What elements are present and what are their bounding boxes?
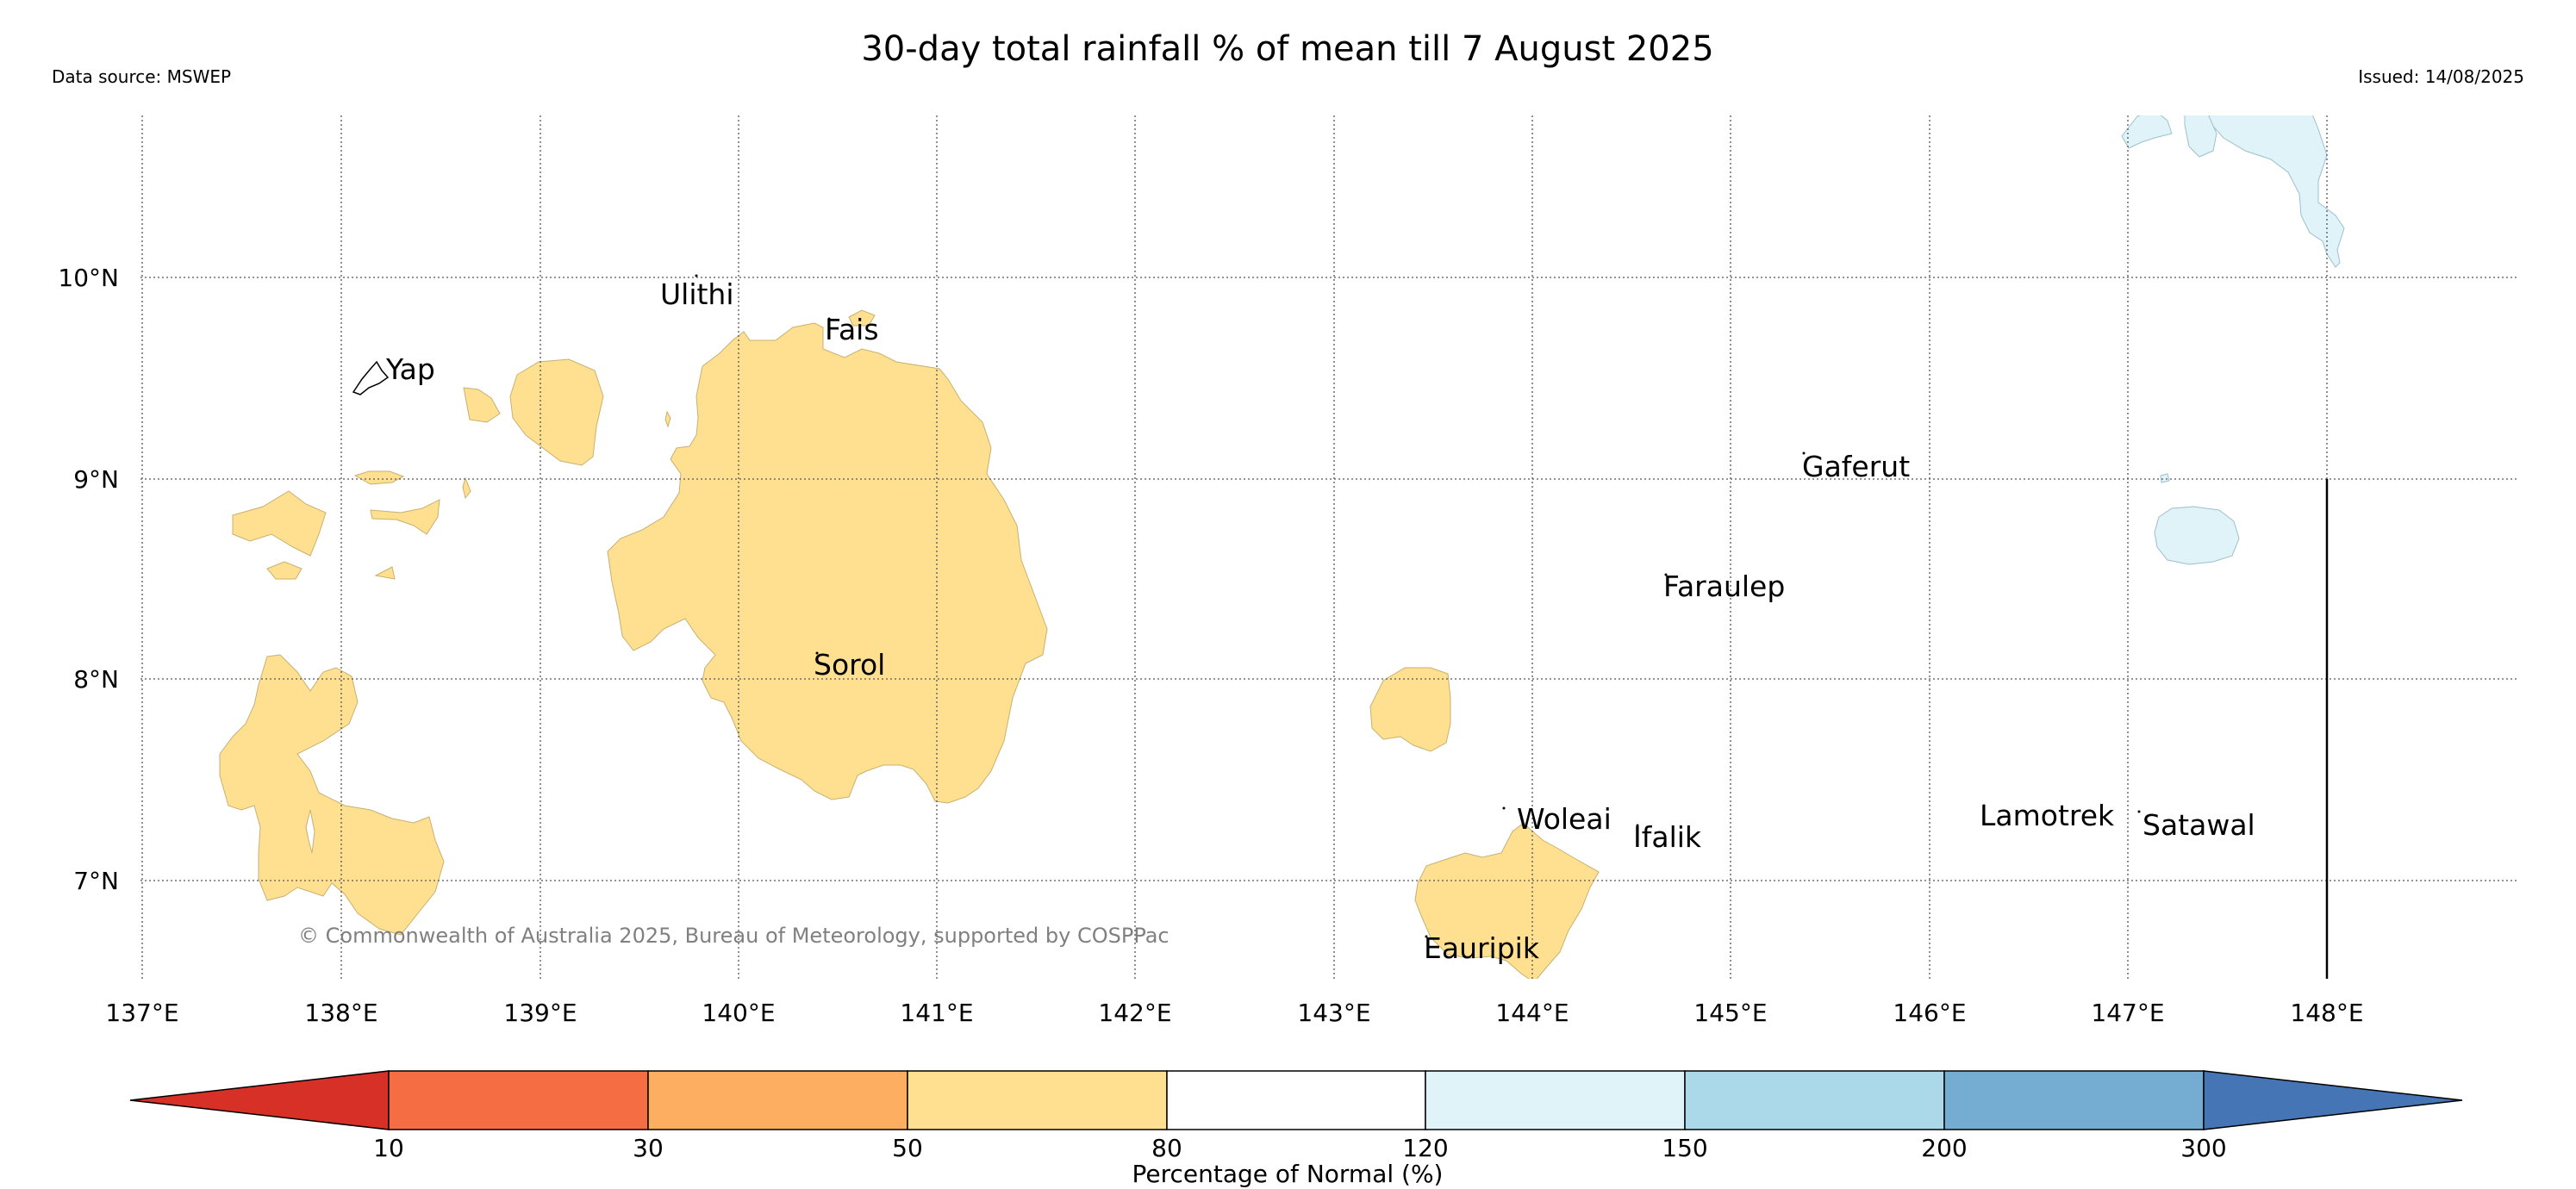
anomaly-region-wet-north-2 [2184, 115, 2217, 158]
anomaly-region-wet-northeast [2207, 115, 2345, 268]
place-label-fais: Fais [825, 313, 879, 346]
anomaly-region-small-7 [462, 476, 471, 500]
anomaly-region-fais-north [848, 309, 876, 327]
lat-tick-8n: 8°N [73, 665, 119, 694]
figure-title: 30-day total rainfall % of mean till 7 A… [861, 29, 1713, 69]
colorbar-extend-low [129, 1070, 390, 1130]
colorbar-segment-120-150 [1425, 1070, 1686, 1130]
colorbar-segment-30-50 [647, 1070, 908, 1130]
place-label-lamotrek: Lamotrek [1980, 799, 2115, 832]
island-marker-fais [827, 317, 831, 321]
copyright-notice: © Commonwealth of Australia 2025, Bureau… [298, 924, 1169, 948]
lon-tick-137e: 137°E [105, 999, 178, 1027]
place-label-sorol: Sorol [814, 648, 885, 682]
lon-tick-147e: 147°E [2091, 999, 2164, 1027]
lat-tick-9n: 9°N [73, 465, 119, 494]
anomaly-region-small-2 [353, 470, 405, 485]
lat-tick-10n: 10°N [58, 264, 119, 292]
lon-tick-146e: 146°E [1893, 999, 1966, 1027]
place-label-ifalik: Ifalik [1633, 820, 1702, 854]
anomaly-region-eauripik [1414, 822, 1600, 979]
lon-tick-139e: 139°E [503, 999, 577, 1027]
lon-tick-148e: 148°E [2290, 999, 2363, 1027]
graticule [140, 115, 2517, 979]
place-label-gaferut: Gaferut [1802, 450, 1910, 483]
data-source-label: Data source: MSWEP [52, 66, 231, 87]
issued-date-label: Issued: 14/08/2025 [2358, 66, 2524, 87]
lon-tick-140e: 140°E [702, 999, 775, 1027]
anomaly-region-small-6 [374, 566, 396, 580]
anomaly-region-small-8 [664, 410, 671, 428]
colorbar-segment-50-80 [907, 1070, 1168, 1130]
island-marker-ifalik [1636, 824, 1639, 827]
anomaly-region-wet-north-1 [2121, 115, 2173, 149]
anomaly-region-woleai-west [1369, 667, 1451, 752]
colorbar-segment-80-120 [1166, 1070, 1426, 1130]
anomaly-region-wet-small [2160, 473, 2170, 483]
rainfall-below-normal-regions [219, 309, 1600, 979]
colorbar-tick-80: 80 [1151, 1134, 1182, 1162]
lon-tick-142e: 142°E [1098, 999, 1171, 1027]
colorbar-extend-high [2203, 1070, 2463, 1130]
island-marker-eauripik [1425, 935, 1428, 938]
anomaly-region-ulithi-west [509, 358, 604, 466]
rainfall-above-normal-regions [2121, 115, 2345, 565]
island-markers [695, 274, 2141, 938]
lon-tick-138e: 138°E [304, 999, 377, 1027]
colorbar-tick-30: 30 [633, 1134, 664, 1162]
anomaly-region-southwest [219, 654, 445, 936]
island-marker-ulithi [695, 274, 698, 277]
colorbar-label: Percentage of Normal (%) [1132, 1160, 1444, 1188]
anomaly-region-small-4 [232, 490, 327, 557]
lon-tick-145e: 145°E [1693, 999, 1767, 1027]
colorbar-tick-10: 10 [373, 1134, 404, 1162]
island-marker-woleai [1502, 806, 1506, 810]
colorbar-tick-150: 150 [1662, 1134, 1707, 1162]
colorbar-tick-50: 50 [892, 1134, 923, 1162]
island-marker-sorol [815, 651, 819, 655]
yap-island-outline [352, 360, 390, 395]
lon-tick-143e: 143°E [1297, 999, 1370, 1027]
place-label-yap: Yap [385, 352, 435, 386]
anomaly-region-south-east-of-yap [305, 809, 315, 854]
colorbar-tick-120: 120 [1402, 1134, 1448, 1162]
latitude-axis-labels: 10°N 9°N 8°N 7°N [58, 264, 119, 895]
place-label-woleai: Woleai [1517, 802, 1612, 836]
longitude-axis-labels: 137°E 138°E 139°E 140°E 141°E 142°E 143°… [105, 999, 2363, 1027]
lon-tick-141e: 141°E [900, 999, 973, 1027]
island-marker-faraulep [1664, 573, 1668, 576]
colorbar-segment-10-30 [388, 1070, 649, 1130]
colorbar: 10 30 50 80 120 150 200 300 Percentage o… [129, 1070, 2463, 1188]
anomaly-region-sorol [607, 322, 1048, 804]
place-label-ulithi: Ulithi [660, 277, 734, 311]
place-label-satawal: Satawal [2143, 808, 2255, 842]
colorbar-segment-200-300 [1943, 1070, 2205, 1130]
map-plot-area: Ulithi Fais Yap Gaferut Faraulep Sorol W… [140, 115, 2517, 979]
lat-tick-7n: 7°N [73, 867, 119, 895]
lon-tick-144e: 144°E [1495, 999, 1569, 1027]
place-label-eauripik: Eauripik [1424, 931, 1540, 965]
anomaly-region-small-5 [266, 561, 303, 580]
colorbar-tick-300: 300 [2180, 1134, 2226, 1162]
place-labels: Ulithi Fais Yap Gaferut Faraulep Sorol W… [385, 277, 2255, 965]
anomaly-region-wet-east [2154, 506, 2240, 565]
colorbar-segment-150-200 [1684, 1070, 1945, 1130]
island-marker-satawal [2137, 810, 2141, 813]
place-label-faraulep: Faraulep [1663, 570, 1785, 603]
anomaly-region-small-1 [463, 387, 501, 423]
island-marker-gaferut [1802, 451, 1806, 455]
island-marker-lamotrek [1982, 804, 1986, 807]
anomaly-region-small-3 [370, 499, 440, 535]
colorbar-tick-200: 200 [1921, 1134, 1967, 1162]
